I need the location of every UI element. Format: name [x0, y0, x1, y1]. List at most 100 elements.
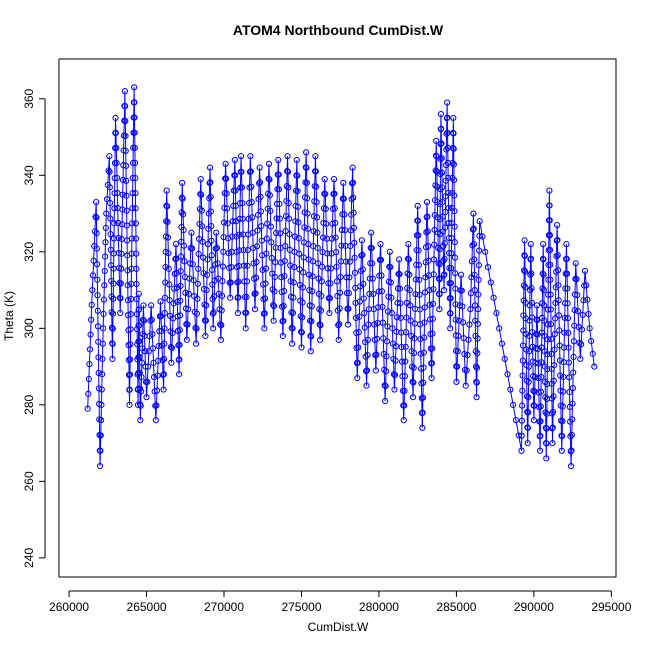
data-point	[113, 144, 120, 152]
data-point	[197, 176, 204, 183]
data-point	[571, 306, 578, 314]
data-point	[534, 345, 542, 353]
data-point	[202, 332, 209, 340]
data-point	[251, 306, 259, 313]
data-point	[221, 204, 228, 211]
data-point	[304, 225, 312, 232]
data-point	[190, 277, 197, 284]
data-point	[129, 205, 136, 212]
data-point	[547, 276, 554, 283]
data-point	[530, 417, 537, 424]
data-point	[350, 224, 358, 231]
data-point	[94, 276, 101, 283]
data-point	[109, 310, 117, 317]
data-point	[394, 299, 401, 306]
data-point	[555, 282, 562, 289]
data-point	[411, 335, 418, 342]
data-point	[136, 322, 143, 329]
data-point	[476, 232, 483, 239]
data-point	[331, 205, 338, 212]
data-point	[416, 291, 423, 298]
data-point	[419, 424, 426, 431]
data-point	[402, 343, 409, 350]
data-point	[572, 260, 579, 267]
data-point	[547, 321, 555, 328]
data-point	[111, 220, 118, 227]
data-point	[390, 371, 398, 378]
data-point	[435, 260, 442, 267]
data-point	[321, 176, 328, 183]
y-tick-label: 340	[22, 165, 36, 185]
data-point	[326, 309, 333, 317]
data-point	[493, 309, 500, 317]
data-point	[88, 301, 95, 308]
data-point	[432, 167, 439, 174]
data-point	[313, 198, 320, 206]
data-point	[439, 213, 446, 220]
data-point	[470, 210, 477, 217]
data-point	[537, 388, 545, 395]
data-point	[437, 110, 445, 118]
data-point	[339, 211, 346, 218]
data-point	[284, 168, 292, 175]
data-point	[563, 270, 571, 277]
data-point	[262, 295, 269, 302]
data-point	[540, 256, 547, 263]
data-point	[363, 382, 370, 389]
data-point	[195, 265, 202, 272]
data-point	[546, 202, 553, 209]
data-point	[277, 230, 284, 237]
data-point	[200, 270, 207, 277]
data-point	[93, 198, 100, 206]
data-point	[345, 290, 352, 297]
y-axis-label: Theta (K)	[2, 291, 16, 341]
data-point	[385, 293, 392, 300]
data-point	[322, 205, 329, 212]
data-point	[114, 219, 122, 227]
data-point	[398, 358, 406, 365]
data-point	[553, 268, 560, 275]
data-point	[99, 355, 106, 363]
data-point	[348, 195, 355, 203]
data-point	[113, 174, 121, 182]
y-tick-label: 260	[22, 471, 36, 491]
data-point	[168, 344, 176, 352]
data-point	[419, 394, 427, 401]
data-point	[144, 378, 151, 385]
data-point	[124, 297, 132, 304]
data-point	[276, 200, 283, 208]
data-point	[206, 195, 213, 202]
data-point	[281, 257, 288, 265]
data-point	[438, 169, 446, 176]
data-point	[421, 304, 428, 311]
data-point	[227, 294, 234, 301]
data-point	[369, 275, 376, 282]
data-point	[401, 373, 408, 380]
data-point	[203, 302, 210, 309]
data-point	[542, 394, 549, 401]
data-point	[275, 156, 282, 164]
data-point	[308, 303, 315, 310]
data-point	[444, 99, 451, 106]
data-point	[521, 267, 528, 274]
data-point	[387, 264, 394, 271]
data-point	[293, 156, 300, 164]
data-point	[479, 233, 486, 240]
data-point	[131, 99, 138, 106]
data-point	[537, 403, 544, 410]
data-point	[519, 387, 526, 394]
data-point	[392, 357, 399, 364]
data-point	[343, 289, 351, 297]
data-point	[546, 232, 554, 239]
data-point	[123, 222, 130, 229]
data-point	[149, 345, 157, 352]
data-point	[470, 241, 478, 248]
x-tick-label: 295000	[591, 600, 631, 614]
data-point	[464, 352, 471, 359]
data-point	[469, 242, 476, 249]
data-point	[498, 340, 506, 347]
data-point	[545, 291, 552, 298]
data-point	[303, 164, 310, 171]
data-point	[325, 280, 332, 287]
data-point	[436, 276, 443, 283]
